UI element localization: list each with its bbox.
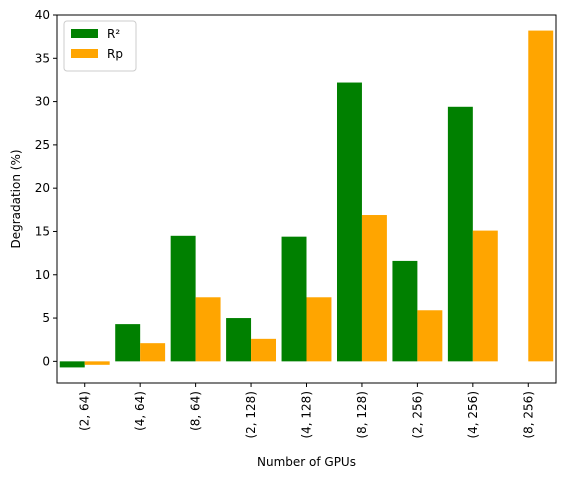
- y-tick-label: 30: [35, 95, 50, 109]
- y-tick-label: 5: [42, 311, 50, 325]
- y-tick-label: 35: [35, 51, 50, 65]
- bar-rp-7: [472, 230, 498, 362]
- y-axis-label: Degradation (%): [9, 149, 23, 248]
- y-tick-label: 40: [35, 8, 50, 22]
- x-tick-label: (4, 256): [466, 391, 480, 439]
- legend-swatch-rp: [71, 49, 98, 58]
- bar-rp-2: [195, 297, 221, 362]
- bar-r2-5: [336, 82, 362, 362]
- y-tick-label: 20: [35, 181, 50, 195]
- x-tick-label: (2, 256): [410, 391, 424, 439]
- bar-r2-3: [226, 318, 252, 362]
- bar-rp-8: [528, 30, 554, 362]
- legend: R² Rp: [63, 20, 137, 72]
- legend-box: [63, 20, 137, 72]
- bar-r2-0: [59, 361, 85, 368]
- y-tick-label: 25: [35, 138, 50, 152]
- y-axis-ticks: 0 5 10 15 20 25 30 35 40: [35, 8, 57, 368]
- bar-rp-5: [361, 215, 387, 362]
- y-tick-label: 10: [35, 268, 50, 282]
- plot-frame: [56, 14, 557, 384]
- x-tick-label: (2, 128): [244, 391, 258, 439]
- legend-label-r2: R²: [107, 27, 120, 41]
- x-axis-label: Number of GPUs: [257, 455, 356, 469]
- legend-label-rp: Rp: [107, 47, 123, 61]
- bar-rp-3: [251, 338, 277, 362]
- bar-r2-4: [281, 236, 307, 362]
- x-tick-label: (8, 256): [521, 391, 535, 439]
- bars-group: [59, 30, 554, 368]
- bar-r2-1: [115, 324, 141, 362]
- bar-rp-0: [84, 361, 110, 365]
- x-tick-label: (4, 128): [300, 391, 314, 439]
- bar-r2-7: [447, 106, 473, 362]
- legend-swatch-r2: [71, 29, 98, 38]
- bar-rp-6: [417, 310, 443, 362]
- bar-r2-2: [170, 235, 196, 362]
- y-tick-label: 15: [35, 224, 50, 238]
- x-tick-label: (4, 64): [133, 391, 147, 431]
- bar-rp-4: [306, 297, 332, 362]
- x-tick-label: (8, 128): [355, 391, 369, 439]
- bar-r2-6: [392, 260, 418, 362]
- x-tick-label: (2, 64): [78, 391, 92, 431]
- y-tick-label: 0: [42, 354, 50, 368]
- x-tick-label: (8, 64): [189, 391, 203, 431]
- x-axis-ticks: (2, 64) (4, 64) (8, 64) (2, 128) (4, 128) (8,…: [78, 383, 535, 439]
- bar-rp-1: [140, 343, 166, 362]
